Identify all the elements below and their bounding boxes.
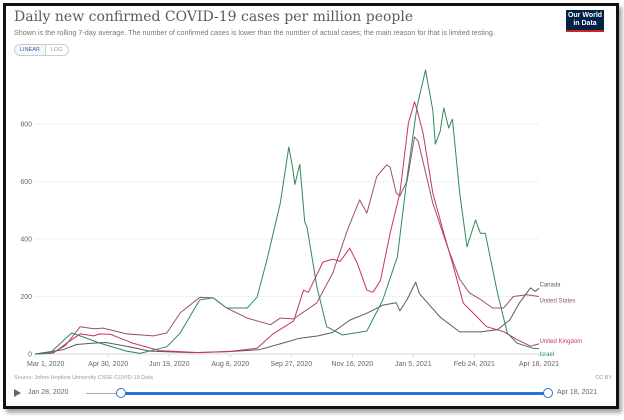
x-tick-label: Feb 24, 2021 bbox=[454, 361, 495, 368]
timeline-selected-range bbox=[120, 392, 548, 395]
x-tick-label: Mar 1, 2020 bbox=[27, 361, 64, 368]
timeline-start-label: Jan 28, 2020 bbox=[28, 389, 69, 396]
x-tick-label: Apr 30, 2020 bbox=[88, 361, 128, 368]
chart-frame bbox=[3, 3, 619, 409]
x-tick-label: Jun 19, 2020 bbox=[149, 361, 190, 368]
series-label: Canada bbox=[540, 282, 562, 288]
owid-logo[interactable]: Our World in Data bbox=[566, 10, 604, 32]
series-label: United States bbox=[540, 299, 576, 305]
x-tick-label: Nov 16, 2020 bbox=[331, 361, 373, 368]
series-line-united-states bbox=[34, 136, 540, 355]
y-tick-label: 600 bbox=[20, 179, 32, 186]
series-label: United Kingdom bbox=[540, 339, 583, 345]
y-tick-label: 800 bbox=[20, 122, 32, 129]
x-tick-label: Aug 8, 2020 bbox=[211, 361, 249, 368]
y-tick-label: 400 bbox=[20, 237, 32, 244]
chart-subtitle: Shown is the rolling 7-day average. The … bbox=[14, 28, 495, 37]
linear-button[interactable]: LINEAR bbox=[15, 45, 46, 55]
x-tick-label: Jan 5, 2021 bbox=[395, 361, 432, 368]
y-tick-label: 200 bbox=[20, 294, 32, 301]
series-line-israel bbox=[34, 69, 540, 355]
series-label: Israel bbox=[540, 352, 555, 358]
log-button[interactable]: LOG bbox=[50, 47, 63, 53]
chart-title: Daily new confirmed COVID-19 cases per m… bbox=[14, 9, 414, 25]
x-tick-label: Sep 27, 2020 bbox=[270, 361, 312, 368]
timeline-end-label: Apr 18, 2021 bbox=[557, 389, 598, 396]
timeline-start-handle[interactable] bbox=[116, 388, 126, 398]
series-line-united-kingdom bbox=[34, 101, 540, 355]
x-tick-label: Apr 18, 2021 bbox=[519, 361, 559, 368]
license-link[interactable]: CC BY bbox=[595, 375, 612, 381]
timeline-end-handle[interactable] bbox=[543, 388, 553, 398]
scale-toggle: LINEAR LOG bbox=[14, 44, 69, 56]
y-tick-label: 0 bbox=[28, 352, 32, 359]
source-note: Source: Johns Hopkins University CSSE CO… bbox=[14, 375, 153, 381]
play-icon[interactable] bbox=[14, 389, 21, 397]
